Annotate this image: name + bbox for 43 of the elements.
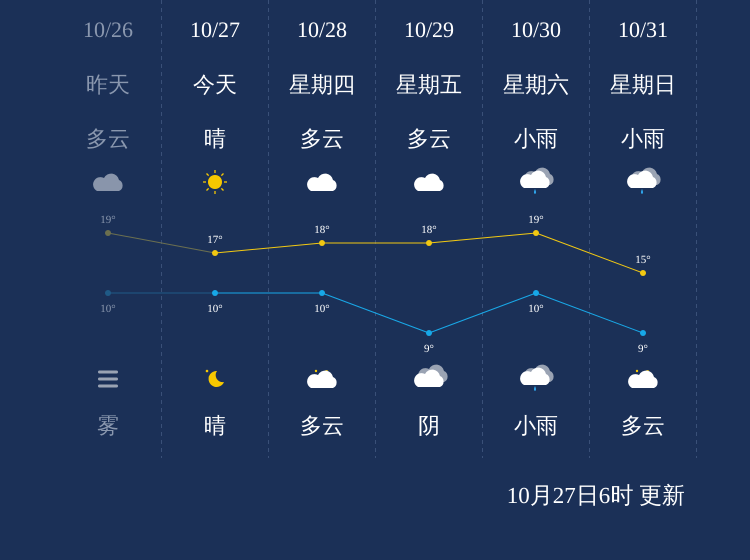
- data-label: 18°: [421, 224, 437, 236]
- x-tick-label: 10/31: [618, 17, 668, 42]
- text: 多云: [300, 127, 344, 152]
- x-tick-label: 10/28: [296, 17, 348, 42]
- text: 多云: [86, 127, 130, 152]
- text: 星期四: [289, 73, 355, 98]
- data-label: 10°: [100, 303, 116, 315]
- x-tick-label: 10/26: [82, 17, 134, 42]
- text: 星期六: [503, 73, 569, 98]
- data-label: 15°: [635, 254, 651, 266]
- text: 晴: [204, 127, 226, 152]
- text: 昨天: [86, 73, 130, 98]
- data-label: 9°: [424, 343, 434, 355]
- point: [533, 230, 539, 236]
- data-label: 17°: [207, 234, 223, 246]
- text: 小雨: [621, 127, 665, 152]
- x-tick-label: 10/30: [510, 17, 562, 42]
- data-label: 10°: [314, 303, 330, 315]
- text: 小雨: [514, 414, 558, 439]
- text: 多云: [407, 127, 451, 152]
- data-label: 18°: [314, 224, 330, 236]
- text: 雾: [97, 414, 119, 439]
- data-label: 19°: [100, 214, 116, 226]
- text: 多云: [621, 414, 665, 439]
- point: [426, 240, 432, 246]
- point: [640, 270, 646, 276]
- point: [105, 230, 111, 236]
- text: 小雨: [514, 127, 558, 152]
- x-tick-label: 10/27: [190, 17, 240, 42]
- text: 阴: [418, 414, 440, 439]
- point: [212, 250, 218, 256]
- x-tick-label: 10/29: [404, 17, 454, 42]
- text: 星期日: [610, 73, 676, 98]
- data-label: 19°: [528, 214, 544, 226]
- text: 晴: [204, 414, 226, 439]
- data-label: 9°: [638, 343, 648, 355]
- text: 多云: [300, 414, 344, 439]
- data-label: 10°: [207, 303, 223, 315]
- text: 10月27日6时 更新: [506, 483, 685, 508]
- data-label: 10°: [528, 303, 544, 315]
- point: [319, 240, 325, 246]
- text: 今天: [193, 73, 237, 98]
- text: 星期五: [396, 73, 462, 98]
